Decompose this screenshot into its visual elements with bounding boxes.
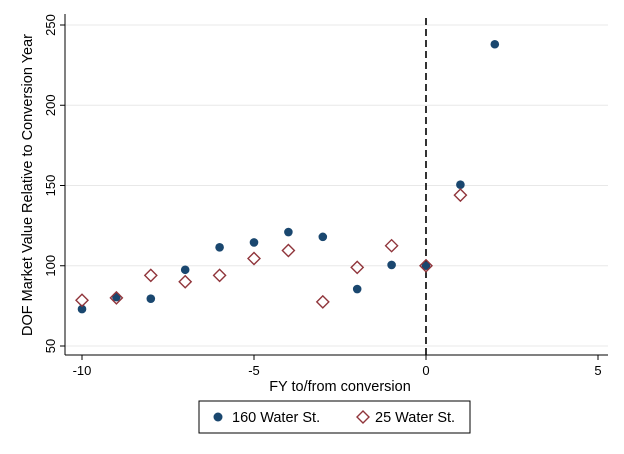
- point-160-water: [180, 265, 190, 275]
- y-tick-label: 150: [43, 175, 58, 197]
- point-25-water: [247, 251, 261, 266]
- point-25-water: [315, 294, 330, 309]
- gridlines: [65, 24, 608, 347]
- point-160-water: [352, 284, 362, 294]
- point-160-water: [421, 261, 431, 271]
- point-25-water: [212, 268, 227, 283]
- legend-label-25-water: 25 Water St.: [375, 410, 455, 426]
- point-25-water: [75, 293, 89, 308]
- legend-marker-25-water: [356, 410, 370, 424]
- axes: [60, 14, 608, 360]
- point-160-water: [387, 260, 396, 270]
- tick-labels: 50 100 150 200 250 -10 -5 0 5: [43, 14, 602, 378]
- x-tick-label: -10: [73, 363, 92, 378]
- point-25-water: [419, 258, 433, 273]
- point-160-water: [215, 242, 224, 252]
- y-tick-label: 100: [43, 255, 58, 277]
- point-25-water: [143, 268, 158, 283]
- legend: 160 Water St. 25 Water St.: [198, 400, 471, 434]
- legend-box: [198, 400, 471, 434]
- point-160-water: [284, 227, 293, 237]
- point-160-water: [456, 180, 465, 189]
- x-tick-label: -5: [248, 363, 260, 378]
- point-160-water: [77, 304, 87, 314]
- point-25-water: [350, 260, 365, 275]
- point-25-water: [109, 290, 124, 305]
- y-tick-label: 250: [43, 14, 58, 36]
- point-160-water: [249, 238, 259, 247]
- x-tick-label: 0: [422, 363, 429, 378]
- legend-marker-160-water: [213, 412, 223, 422]
- data-points: [75, 39, 500, 314]
- point-25-water: [178, 274, 193, 289]
- y-tick-label: 200: [43, 94, 58, 116]
- x-tick-label: 5: [594, 363, 601, 378]
- point-160-water: [318, 232, 328, 242]
- y-axis-title: DOF Market Value Relative to Conversion …: [20, 34, 36, 336]
- x-axis-title: FY to/from conversion: [269, 379, 411, 395]
- point-160-water: [490, 39, 500, 49]
- point-160-water: [146, 294, 156, 303]
- y-tick-label: 50: [43, 339, 58, 353]
- point-25-water: [453, 188, 468, 203]
- point-25-water: [281, 243, 296, 258]
- legend-label-160-water: 160 Water St.: [232, 410, 320, 426]
- point-25-water: [384, 238, 399, 253]
